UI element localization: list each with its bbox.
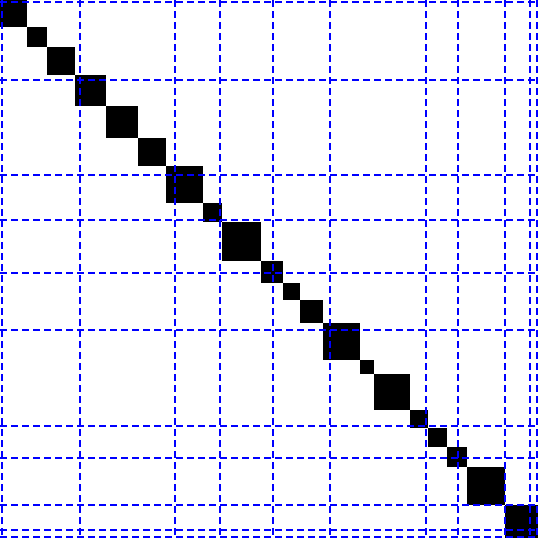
diagonal-block — [505, 505, 538, 538]
diagonal-block — [138, 138, 166, 166]
diagonal-block — [47, 47, 75, 75]
diagonal-block — [203, 203, 222, 222]
diagonal-block — [467, 467, 505, 505]
diagonal-block — [374, 374, 410, 410]
diagonal-block — [222, 222, 261, 261]
diagonal-block — [261, 261, 283, 283]
diagonal-block — [300, 300, 323, 323]
diagonal-block — [323, 323, 360, 360]
diagonal-block — [0, 0, 27, 27]
diagonal-block — [410, 410, 428, 428]
diagonal-block — [166, 166, 203, 203]
diagonal-block — [106, 106, 138, 138]
diagonal-block — [283, 283, 300, 300]
diagonal-block — [428, 428, 447, 447]
diagonal-block — [27, 27, 47, 47]
diagonal-block — [360, 360, 374, 374]
